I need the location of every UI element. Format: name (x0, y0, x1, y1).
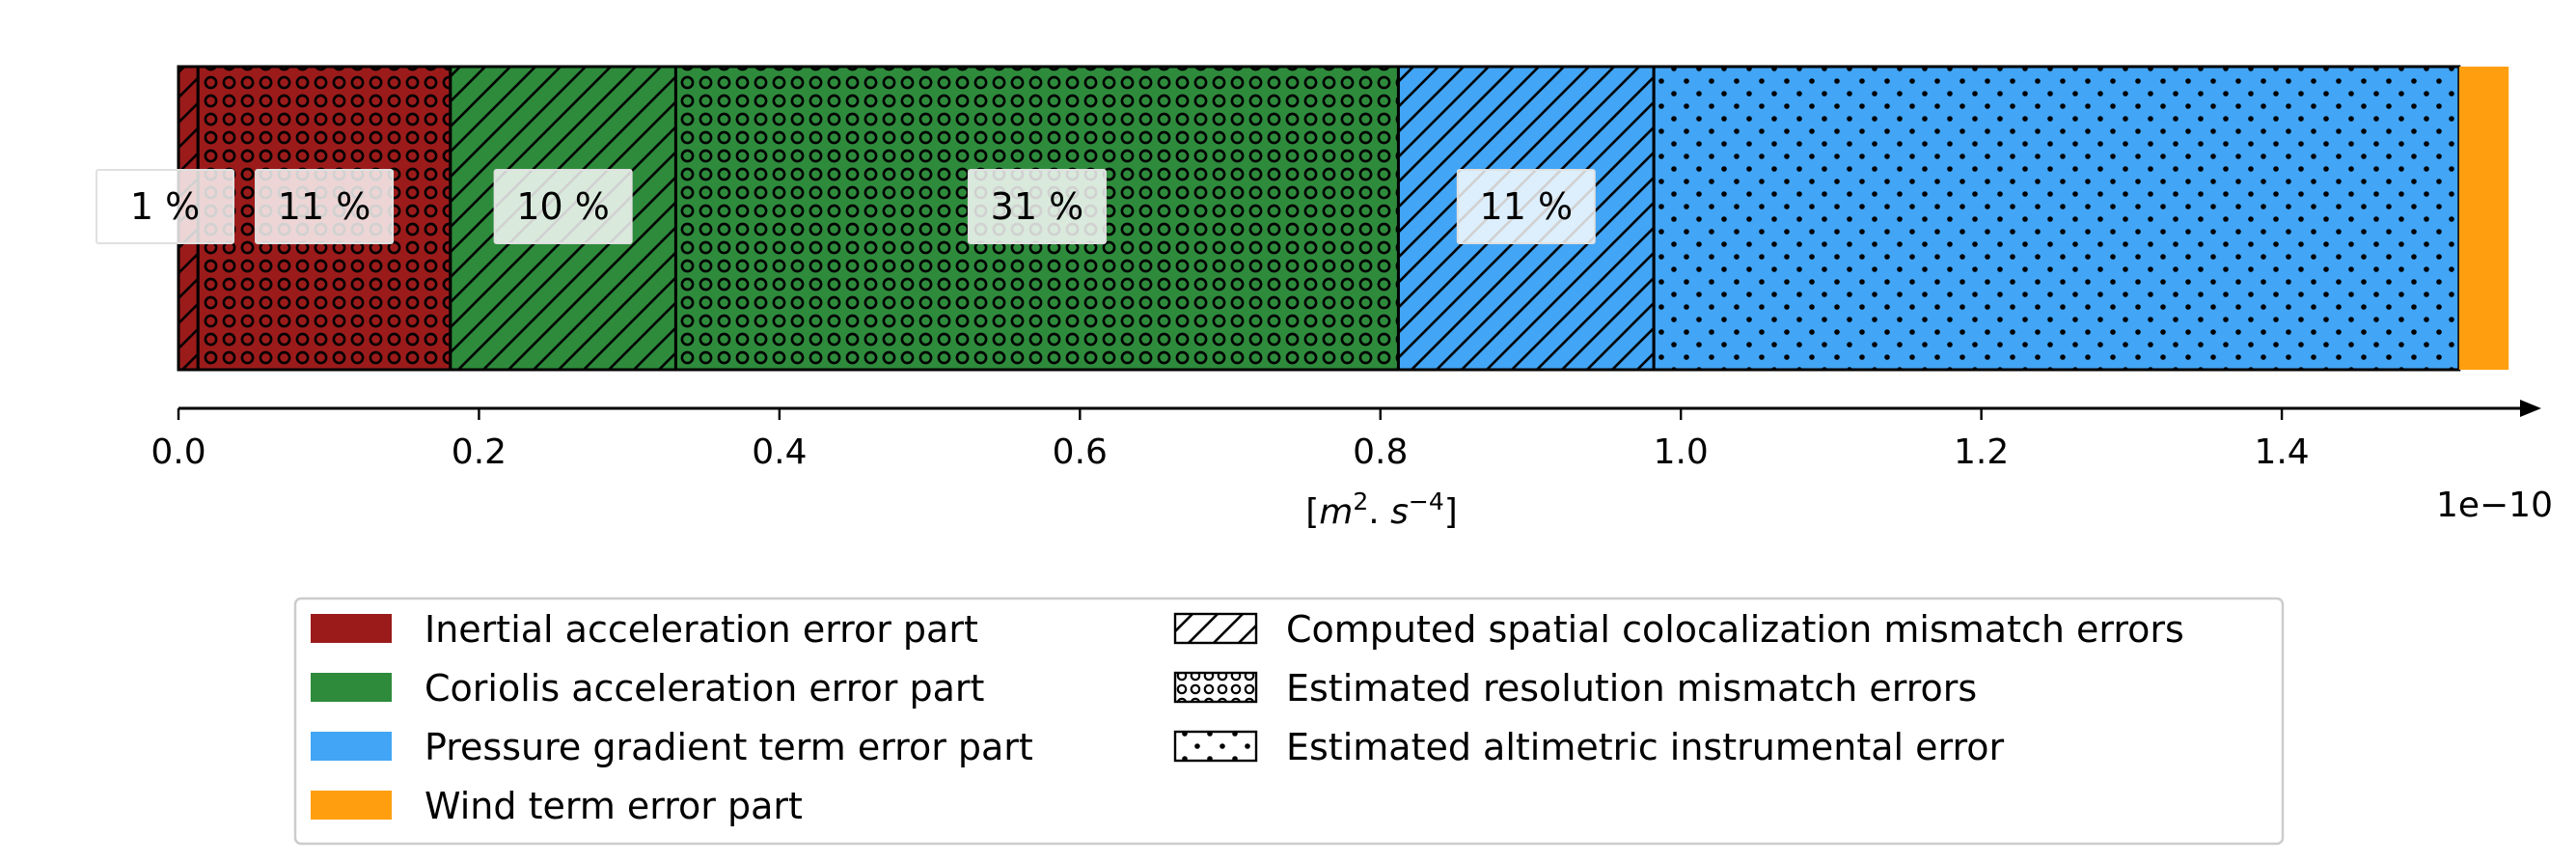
x-tick-label: 1.4 (2254, 432, 2309, 472)
percent-label-box (1456, 169, 1596, 244)
legend-hatch-swatch (1173, 730, 1258, 763)
legend-swatch (311, 673, 392, 702)
legend-swatch (311, 614, 392, 643)
legend-hatch-label: Estimated altimetric instrumental error (1286, 726, 2005, 768)
legend-hatch-swatch (1173, 671, 1258, 704)
x-tick-label: 1.0 (1654, 432, 1709, 472)
percent-label-box (493, 169, 633, 244)
x-tick-label: 0.6 (1053, 432, 1108, 472)
legend-label: Inertial acceleration error part (425, 608, 978, 651)
legend-label: Coriolis acceleration error part (425, 667, 984, 710)
percent-label-box (967, 169, 1107, 244)
x-tick-label: 0.0 (151, 432, 206, 472)
percent-label: 31 % (991, 185, 1084, 228)
x-tick-label: 0.8 (1353, 432, 1408, 472)
legend: Inertial acceleration error part Coriolis… (293, 597, 2285, 846)
x-tick-label: 1.2 (1954, 432, 2009, 472)
legend-box (293, 597, 2285, 846)
legend-swatch (311, 791, 392, 820)
x-axis-label: [m2. s−4] (1305, 487, 1458, 532)
legend-hatch-label: Estimated resolution mismatch errors (1286, 667, 1977, 710)
percent-label-box (255, 169, 395, 244)
x-tick-label: 0.4 (752, 432, 807, 472)
legend-swatch (311, 732, 392, 761)
bar-segment-6 (2458, 67, 2509, 370)
percent-label-box (96, 169, 234, 244)
percent-label: 10 % (516, 185, 610, 228)
bar-segment-hatch-5 (1652, 65, 2461, 372)
x-axis: 0.0 0.2 0.4 0.6 0.8 1.0 1.2 1.4 [m2. s−4] 1e−10 (151, 400, 2553, 532)
percentage-labels: 1 % 11 % 10 % 31 % 11 % (96, 169, 1596, 244)
percent-label: 1 % (130, 185, 200, 228)
x-axis-multiplier: 1e−10 (2436, 486, 2553, 525)
x-tick-label: 0.2 (452, 432, 507, 472)
percent-label: 11 % (278, 185, 371, 228)
legend-hatch-label: Computed spatial colocalization mismatch… (1286, 608, 2184, 651)
legend-label: Wind term error part (425, 785, 803, 827)
legend-hatch-swatch (1173, 612, 1258, 645)
legend-label: Pressure gradient term error part (425, 726, 1033, 768)
percent-label: 11 % (1480, 185, 1574, 228)
x-axis-arrow-icon (2520, 400, 2541, 417)
